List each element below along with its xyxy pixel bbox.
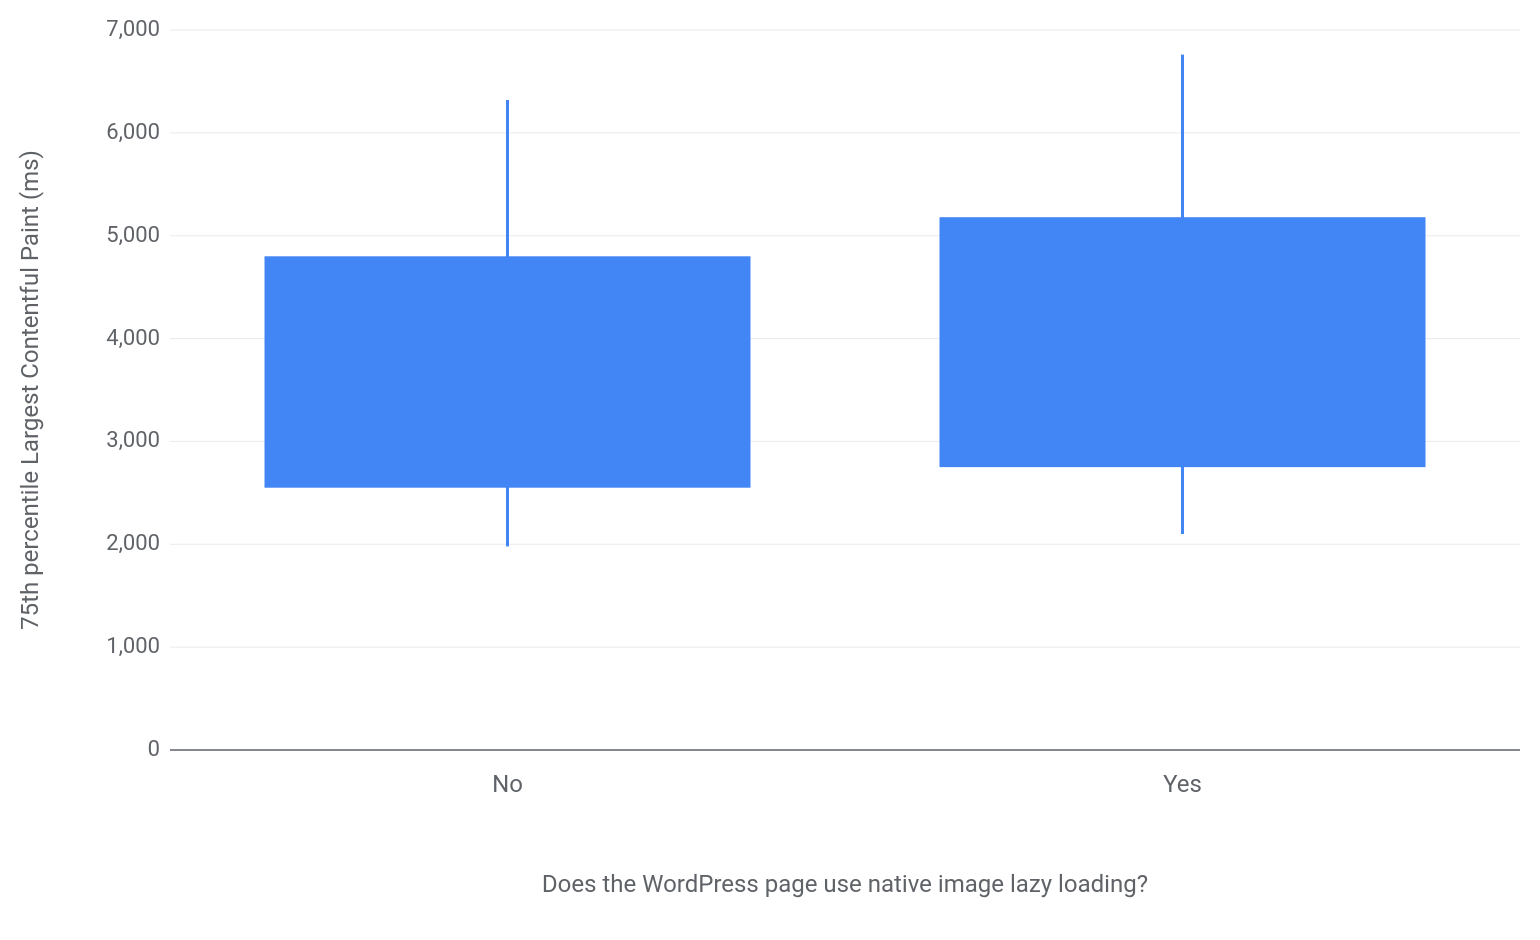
y-tick-label: 6,000: [60, 120, 160, 145]
y-axis-title-container: 75th percentile Largest Contentful Paint…: [0, 0, 60, 780]
y-tick-label: 0: [60, 737, 160, 762]
x-axis-title: Does the WordPress page use native image…: [170, 870, 1520, 898]
boxplot-chart: 75th percentile Largest Contentful Paint…: [0, 0, 1540, 940]
y-tick-label: 1,000: [60, 634, 160, 659]
x-category-label: No: [492, 770, 523, 798]
plot-area: [170, 30, 1520, 750]
x-category-label: Yes: [1163, 770, 1202, 798]
y-tick-label: 7,000: [60, 17, 160, 42]
y-axis-title: 75th percentile Largest Contentful Paint…: [16, 150, 44, 630]
y-tick-label: 2,000: [60, 531, 160, 556]
box: [265, 256, 751, 487]
y-tick-label: 3,000: [60, 428, 160, 453]
box: [940, 217, 1426, 467]
y-tick-label: 5,000: [60, 223, 160, 248]
y-tick-label: 4,000: [60, 326, 160, 351]
boxes: [265, 55, 1426, 547]
